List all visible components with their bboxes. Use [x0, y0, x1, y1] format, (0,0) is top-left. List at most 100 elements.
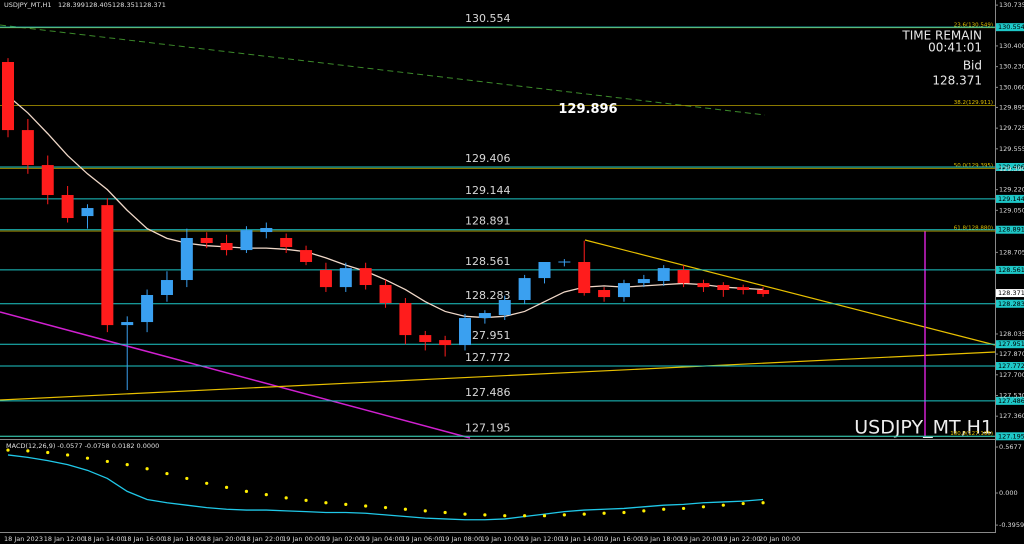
- x-tick-label: 18 Jan 2023: [4, 535, 43, 543]
- macd-title: MACD(12,26,9) -0.0577 -0.0758 0.0182 0.0…: [6, 442, 159, 450]
- candle-body: [200, 238, 213, 243]
- candle-body: [21, 130, 34, 166]
- macd-signal-dot: [125, 463, 129, 467]
- peak-label: 129.896: [558, 102, 617, 117]
- level-label: 128.283: [465, 289, 511, 302]
- level-price-label: 128.283: [998, 300, 1024, 308]
- fib-label: 100.0(127.195): [950, 431, 993, 437]
- y-tick-label: 130.230: [999, 63, 1024, 71]
- macd-line: [7, 454, 764, 521]
- macd-signal-dot: [662, 507, 666, 511]
- x-tick-label: 19 Jan 16:00: [600, 535, 641, 543]
- x-tick-label: 19 Jan 08:00: [441, 535, 482, 543]
- header-quote: 128.405: [85, 1, 112, 9]
- level-price-box: [996, 162, 1024, 171]
- level-label: 128.891: [465, 215, 511, 228]
- candle-body: [379, 285, 392, 304]
- candle-body: [518, 278, 531, 300]
- macd-signal-dot: [403, 507, 407, 511]
- candle-body: [359, 268, 372, 286]
- y-tick-label: 130.060: [999, 83, 1024, 91]
- candle-body: [300, 250, 313, 262]
- candle-body: [598, 290, 611, 298]
- macd-signal-dot: [602, 511, 606, 515]
- y-tick-label: 130.400: [999, 42, 1024, 50]
- level-price-box: [996, 265, 1024, 274]
- y-tick-label: 128.035: [999, 330, 1024, 338]
- x-tick-label: 18 Jan 18:00: [163, 535, 204, 543]
- candle-body: [61, 195, 74, 219]
- level-price-box: [996, 432, 1024, 441]
- time-remain-value: 00:41:01: [928, 41, 982, 55]
- y-tick-label: 127.870: [999, 350, 1024, 358]
- macd-signal-dot: [344, 502, 348, 506]
- y-tick-label: 127.360: [999, 412, 1024, 420]
- candle-body: [101, 205, 114, 326]
- macd-signal-dot: [85, 456, 90, 460]
- macd-signal-dot: [324, 501, 328, 505]
- macd-signal-dot: [6, 448, 10, 452]
- macd-signal-dot: [761, 501, 765, 505]
- level-price-label: 127.951: [998, 340, 1024, 348]
- y-tick-label: 129.895: [999, 103, 1024, 111]
- macd-signal-dot: [26, 449, 30, 453]
- y-tick-label: 129.725: [999, 124, 1024, 132]
- x-tick-label: 19 Jan 18:00: [640, 535, 681, 543]
- x-tick-label: 19 Jan 20:00: [680, 535, 721, 543]
- macd-signal-dot: [264, 493, 268, 497]
- level-price-box: [996, 23, 1024, 32]
- level-price-label: 129.406: [998, 163, 1024, 171]
- candle-body: [81, 208, 94, 217]
- level-price-box: [996, 340, 1024, 349]
- header-quote: 128.399: [58, 1, 85, 9]
- candle-body: [459, 318, 472, 346]
- macd-signal-dot: [205, 481, 209, 485]
- macd-signal-dot: [423, 509, 427, 513]
- candle-body: [617, 283, 630, 298]
- candle-body: [141, 295, 154, 323]
- macd-signal-dot: [622, 510, 626, 515]
- y-tick-label: 129.220: [999, 186, 1024, 194]
- candle-body: [677, 270, 690, 284]
- candle-body: [160, 280, 173, 296]
- level-label: 130.554: [465, 12, 511, 25]
- candle-body: [280, 238, 293, 248]
- macd-signal-dot: [46, 450, 50, 455]
- macd-signal-dot: [304, 498, 308, 502]
- candle-body: [319, 270, 332, 288]
- macd-signal-dot: [642, 509, 646, 513]
- x-tick-label: 18 Jan 16:00: [123, 535, 164, 543]
- fib-label: 23.6(130.549): [954, 22, 993, 28]
- candle-body: [260, 228, 273, 233]
- macd-signal-dot: [463, 512, 467, 516]
- chart-title: USDJPY_MT,H1: [4, 1, 51, 9]
- macd-signal-dot: [66, 453, 70, 457]
- macd-signal-dot: [582, 512, 586, 516]
- x-tick-label: 19 Jan 12:00: [521, 535, 562, 543]
- candle-body: [240, 230, 253, 251]
- trend-line: [0, 24, 766, 116]
- macd-signal-dot: [284, 496, 288, 500]
- trend-line: [0, 351, 996, 401]
- macd-signal-dot: [364, 504, 368, 508]
- macd-signal-dot: [562, 513, 566, 517]
- x-tick-label: 19 Jan 04:00: [362, 535, 403, 543]
- candle-body: [717, 285, 730, 291]
- level-price-label: 127.195: [998, 432, 1024, 440]
- macd-signal-dot: [244, 489, 249, 494]
- level-price-label: 130.554: [998, 23, 1024, 31]
- header-quote: 128.351: [112, 1, 139, 9]
- x-tick-label: 19 Jan 02:00: [322, 535, 363, 543]
- macd-signal-dot: [105, 459, 109, 464]
- fib-label: 38.2(129.911): [954, 100, 993, 106]
- level-price-box: [996, 299, 1024, 308]
- bid-label: Bid: [963, 59, 982, 73]
- candle-body: [399, 303, 412, 336]
- fib-label: 50.0(129.395): [954, 163, 993, 169]
- candle-body: [121, 322, 134, 326]
- bid-value: 128.371: [932, 74, 982, 88]
- macd-signal-dot: [681, 506, 686, 511]
- header-quote: 128.371: [139, 1, 166, 9]
- x-tick-label: 19 Jan 06:00: [401, 535, 442, 543]
